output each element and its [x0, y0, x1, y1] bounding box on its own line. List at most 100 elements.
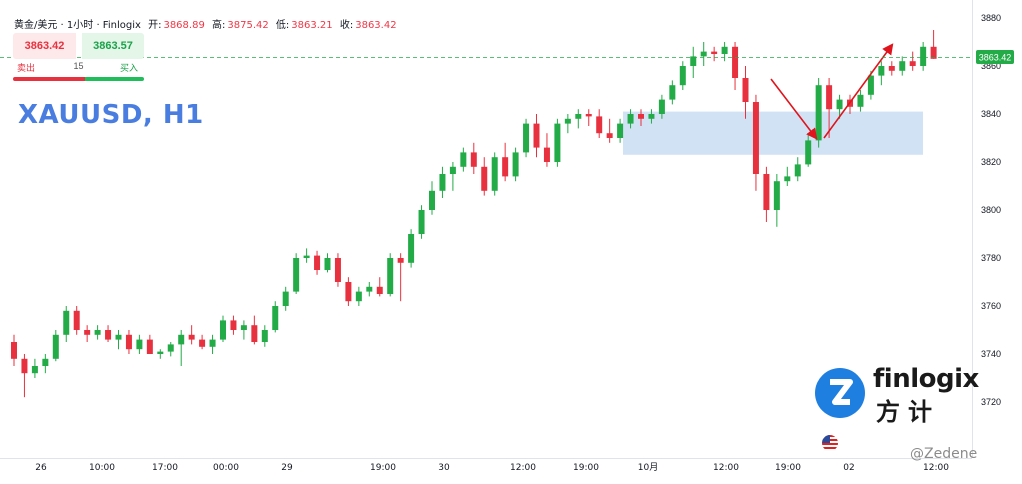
buy-ratio-bar: [85, 77, 144, 81]
candle-body: [606, 133, 613, 138]
candle: [251, 315, 258, 345]
candle-body: [742, 78, 749, 102]
candle-body: [878, 66, 885, 76]
price-tick-label: 3760: [981, 301, 1001, 311]
candle-body: [199, 339, 206, 347]
time-tick-label: 19:00: [775, 463, 801, 473]
high-value: 3875.42: [227, 20, 269, 31]
candle-body: [502, 157, 509, 177]
candle: [585, 109, 592, 126]
candle: [658, 94, 665, 119]
candle-body: [31, 366, 38, 374]
candle: [533, 114, 540, 158]
candle: [63, 306, 70, 342]
candle-body: [554, 123, 561, 162]
candle-body: [899, 61, 906, 71]
time-tick-label: 12:00: [923, 463, 949, 473]
price-tick-label: 3720: [981, 397, 1001, 407]
candle-body: [460, 152, 467, 167]
candle: [11, 334, 17, 366]
candle: [73, 306, 80, 335]
candle-body: [324, 258, 331, 270]
candle-body: [752, 102, 759, 174]
demand-zone: [623, 111, 923, 155]
candle: [679, 61, 686, 90]
candle: [826, 78, 833, 138]
candle: [418, 205, 425, 239]
candle: [387, 253, 394, 297]
open-label: 开:: [148, 20, 162, 31]
candle-body: [658, 99, 665, 114]
candle-body: [439, 174, 446, 191]
candle: [543, 133, 550, 167]
candle-body: [387, 258, 394, 294]
time-axis[interactable]: 26 10:00 17:00 00:00 29 19:00 30 12:00 19:00 10月 1…: [35, 462, 949, 473]
candle: [721, 42, 728, 62]
buy-label: 买入: [119, 63, 138, 73]
candle-body: [334, 258, 341, 282]
candle: [376, 277, 383, 297]
price-tick-label: 3860: [981, 61, 1001, 71]
candle: [282, 286, 289, 311]
candle: [136, 334, 143, 354]
candle-body: [543, 147, 550, 162]
candle: [314, 250, 321, 275]
candle-body: [408, 234, 415, 263]
candle: [261, 325, 268, 347]
candle-body: [638, 114, 644, 119]
candle: [345, 277, 352, 306]
candle-body: [826, 85, 833, 110]
open-value: 3868.89: [163, 20, 205, 31]
finlogix-logo-mark: [815, 368, 865, 418]
candle: [460, 147, 467, 172]
candle-body: [773, 181, 780, 210]
candle: [84, 325, 91, 342]
candle-body: [784, 176, 791, 182]
candle: [94, 325, 101, 340]
candle: [199, 334, 206, 350]
candle: [857, 90, 864, 112]
sell-label: 卖出: [17, 63, 36, 73]
candle-body: [355, 291, 362, 302]
candle: [188, 325, 195, 345]
time-tick-label: 02: [843, 463, 854, 473]
candle-body: [167, 344, 174, 352]
candle-body: [836, 99, 843, 110]
time-tick-label: 19:00: [573, 463, 599, 473]
candle: [491, 152, 498, 196]
candle: [700, 42, 707, 66]
candle: [240, 320, 247, 340]
candle: [523, 118, 530, 158]
candle: [742, 66, 749, 119]
candle-body: [805, 140, 812, 165]
buy-button[interactable]: 3863.57: [82, 33, 144, 59]
candle: [575, 109, 582, 129]
time-tick-label: 00:00: [213, 463, 239, 473]
candle-body: [94, 330, 101, 335]
candle: [512, 147, 519, 182]
candle-body: [617, 123, 624, 138]
time-tick-label: 17:00: [152, 463, 178, 473]
time-tick-label: 12:00: [713, 463, 739, 473]
candle-body: [888, 66, 895, 71]
candle-body: [293, 258, 300, 292]
candle-body: [21, 358, 28, 374]
candle-body: [303, 255, 310, 258]
quantity-field[interactable]: 15: [73, 61, 84, 71]
candle: [784, 166, 791, 186]
candle-body: [63, 310, 70, 335]
candle-body: [679, 66, 686, 86]
price-tick-label: 3800: [981, 205, 1001, 215]
candle: [763, 166, 770, 222]
price-axis[interactable]: 3720 3740 3760 3780 3800 3820 3840 3860 3880: [981, 13, 1001, 407]
candle: [930, 30, 937, 59]
time-tick-label: 30: [438, 463, 450, 473]
us-flag-icon: [822, 435, 838, 451]
candle: [554, 118, 561, 167]
sell-button[interactable]: 3863.42: [13, 33, 76, 59]
candle-body: [345, 282, 352, 302]
candle-body: [188, 334, 195, 340]
candle: [366, 282, 373, 297]
candle-body: [272, 306, 279, 330]
